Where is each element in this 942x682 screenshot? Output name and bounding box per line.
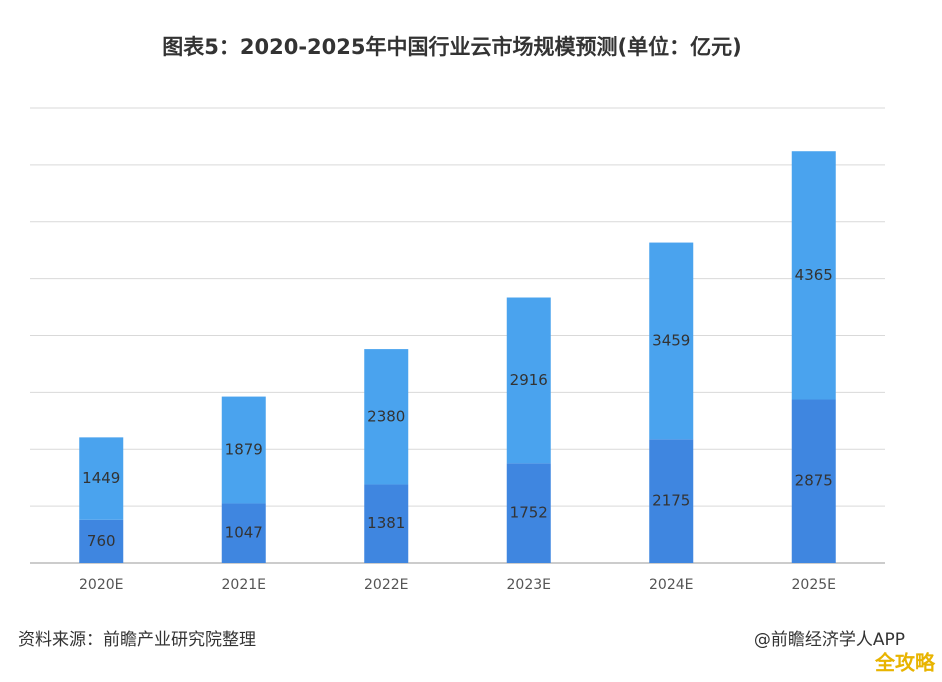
x-tick-label: 2025E [792, 577, 836, 593]
data-label: 2380 [367, 407, 405, 425]
bar-segment [649, 439, 694, 563]
bar-segment [79, 519, 124, 563]
bar-segment [506, 463, 551, 563]
data-label: 1449 [82, 469, 120, 487]
bar-segment [221, 396, 266, 504]
bar-segment [364, 484, 409, 563]
bar-segment [79, 437, 124, 520]
x-tick-label: 2020E [79, 577, 123, 593]
source: 资料来源：前瞻产业研究院整理 [18, 630, 256, 650]
bar-segment [221, 503, 266, 563]
bar-segment [791, 399, 836, 563]
data-label: 760 [87, 532, 116, 550]
bar-segment [364, 349, 409, 485]
x-tick-label: 2022E [364, 577, 408, 593]
x-tick-label: 2024E [649, 577, 693, 593]
credit: @前瞻经济学人APP [754, 630, 905, 650]
x-tick-label: 2023E [507, 577, 551, 593]
watermark: 全攻略 [874, 651, 936, 675]
data-label: 1879 [225, 441, 263, 459]
chart-title: 图表5：2020-2025年中国行业云市场规模预测(单位：亿元) [162, 35, 741, 59]
data-label: 1752 [510, 504, 548, 522]
bar-segment [506, 297, 551, 464]
data-label: 4365 [795, 266, 833, 284]
bar-segment [649, 242, 694, 440]
data-label: 2175 [652, 492, 690, 510]
x-tick-label: 2021E [222, 577, 266, 593]
data-label: 2875 [795, 472, 833, 490]
data-label: 1047 [225, 524, 263, 542]
data-label: 2916 [510, 371, 548, 389]
data-label: 3459 [652, 331, 690, 349]
bar-segment [791, 151, 836, 400]
data-label: 1381 [367, 514, 405, 532]
